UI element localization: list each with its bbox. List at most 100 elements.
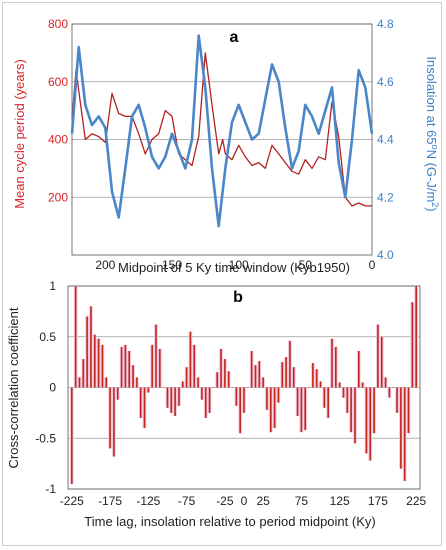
correlation-bar — [201, 387, 203, 400]
panel-b-letter: b — [233, 289, 243, 306]
panel-b-x-tick-label: 225 — [406, 494, 426, 508]
panel-a-grid — [72, 23, 372, 198]
correlation-bar — [181, 381, 184, 388]
correlation-bar — [250, 350, 253, 388]
correlation-bar — [254, 365, 257, 388]
correlation-bar — [124, 344, 127, 388]
correlation-bar — [71, 387, 73, 484]
correlation-bar — [312, 363, 314, 388]
correlation-bar — [90, 306, 92, 388]
correlation-bar — [258, 361, 261, 388]
correlation-bar — [197, 377, 199, 388]
correlation-bar — [139, 387, 142, 418]
correlation-bar — [243, 387, 245, 413]
correlation-bar — [273, 387, 276, 429]
correlation-bar — [78, 377, 81, 388]
panel-b-x-tick-label: -25 — [216, 494, 234, 508]
panel-b-x-tick-label: 75 — [295, 494, 309, 508]
correlation-bar — [365, 387, 368, 454]
panel-a-right-y-ticks: 4.0 4.2 4.4 4.6 4.8 — [377, 17, 394, 262]
correlation-bar — [143, 387, 146, 429]
correlation-bar — [74, 286, 77, 388]
right-y-label-part-3: ) — [424, 207, 439, 211]
mean-cycle-period-line — [71, 52, 372, 207]
correlation-bar — [170, 387, 173, 413]
correlation-bar — [384, 377, 387, 388]
correlation-bar — [93, 334, 96, 388]
correlation-bar — [380, 336, 383, 388]
correlation-bar — [323, 387, 326, 408]
correlation-bar — [296, 387, 299, 416]
panel-a-letter: a — [230, 29, 239, 46]
panel-a-x-ticks: 200 150 100 50 0 — [95, 258, 375, 272]
panel-b-x-axis-label: Time lag, insolation relative to period … — [84, 514, 375, 529]
correlation-bar — [147, 387, 150, 393]
panel-b-x-tick-label: -225 — [60, 494, 84, 508]
correlation-bar — [216, 372, 219, 388]
panel-b-y-tick-label: 0 — [49, 381, 56, 395]
correlation-bar — [369, 387, 372, 461]
correlation-bar — [208, 387, 211, 413]
panel-a-left-y-tick-label: 800 — [48, 17, 68, 31]
panel-b-x-ticks: -225 -175 -125 -75 -25 0 25 75 125 175 225 — [60, 494, 427, 508]
panel-a-x-tick-label: 200 — [95, 258, 115, 272]
panel-b-y-axis-label: Cross-correlation coefficient — [6, 307, 21, 468]
correlation-bar — [231, 387, 234, 388]
panel-b: -225 -175 -125 -75 -25 0 25 75 125 175 225 -1 -0.5 0… — [6, 279, 427, 529]
correlation-bar — [239, 387, 241, 434]
correlation-bar — [281, 362, 284, 388]
panel-b-y-tick-label: 1 — [49, 279, 56, 293]
correlation-bar — [335, 346, 337, 388]
panel-a-x-tick-label: 100 — [229, 258, 249, 272]
correlation-bar — [174, 387, 176, 416]
panel-b-y-tick-label: -0.5 — [35, 431, 56, 445]
panel-a-left-y-tick-label: 600 — [48, 75, 68, 89]
correlation-bar — [289, 340, 291, 388]
panel-b-y-ticks: -1 -0.5 0 0.5 1 — [35, 279, 56, 496]
correlation-bar — [116, 387, 119, 400]
correlation-bar — [113, 387, 115, 457]
panel-a-left-y-axis-label: Mean cycle period (years) — [12, 59, 27, 209]
correlation-bar — [315, 369, 318, 388]
correlation-bar — [109, 387, 111, 449]
correlation-bar — [361, 382, 364, 388]
panel-b-y-tick-label: -1 — [45, 482, 56, 496]
correlation-bar — [327, 387, 329, 418]
panel-b-x-tick-label: -175 — [98, 494, 122, 508]
correlation-bar — [151, 344, 153, 388]
correlation-bar — [342, 387, 345, 398]
correlation-bar — [185, 367, 188, 388]
correlation-bar — [388, 387, 391, 398]
panel-b-bars — [70, 286, 418, 484]
correlation-bar — [277, 387, 280, 403]
correlation-bar — [128, 350, 131, 388]
correlation-bar — [220, 348, 222, 388]
panel-a-left-y-tick-label: 400 — [48, 133, 68, 147]
correlation-bar — [235, 387, 238, 406]
panel-b-x-tick-label: 125 — [330, 494, 350, 508]
panel-a-series — [70, 34, 374, 228]
panel-b-plot-frame — [67, 285, 421, 490]
correlation-bar — [415, 286, 417, 388]
panel-a-right-y-tick-label: 4.4 — [377, 133, 394, 147]
correlation-bar — [97, 338, 100, 388]
correlation-bar — [101, 344, 104, 388]
correlation-bar — [373, 387, 375, 434]
panel-a-right-y-tick-label: 4.8 — [377, 17, 394, 31]
correlation-bar — [155, 324, 157, 388]
correlation-bar — [269, 387, 272, 433]
panel-a-right-y-tick-label: 4.2 — [377, 190, 394, 204]
right-y-label-superscript: 2 — [430, 202, 440, 207]
correlation-bar — [132, 365, 134, 388]
correlation-bar — [407, 387, 410, 434]
correlation-bar — [266, 387, 268, 410]
panel-a-x-tick-label: 50 — [299, 258, 313, 272]
panel-b-y-tick-label: 0.5 — [39, 330, 56, 344]
correlation-bar — [396, 387, 398, 413]
correlation-bar — [159, 348, 161, 388]
panel-a-right-y-tick-label: 4.0 — [377, 248, 394, 262]
correlation-bar — [350, 387, 352, 433]
